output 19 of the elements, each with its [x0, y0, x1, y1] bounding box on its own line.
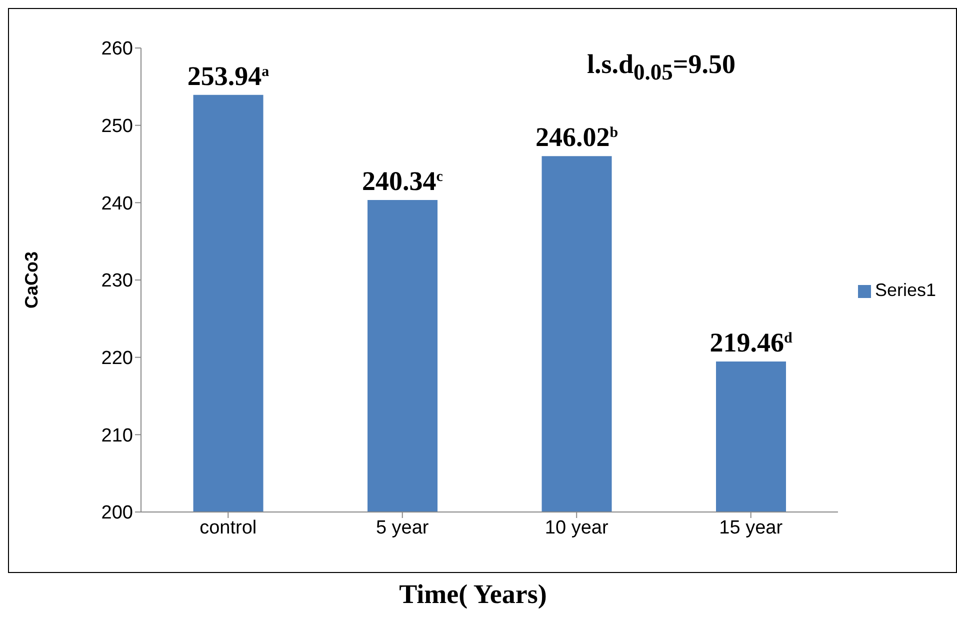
- x-tick-label: control: [200, 517, 257, 538]
- y-tick-label: 220: [101, 348, 133, 370]
- y-axis-title: CaCo3: [21, 251, 42, 309]
- data-label: 219.46$^{d}$: [710, 328, 793, 358]
- x-tick-label: 15 year: [719, 517, 784, 538]
- x-axis-title: Time( Years): [398, 579, 548, 610]
- annotation: l.s.d$_{0.05}$=9.50: [587, 49, 736, 86]
- x-tick-label: 10 year: [544, 517, 609, 538]
- data-label: 240.34$^{c}$: [362, 166, 444, 196]
- data-label: 246.02$^{b}$: [535, 122, 618, 152]
- y-tick-label: 200: [101, 502, 133, 524]
- x-tick-label: 5 year: [376, 517, 430, 538]
- y-tick-label: 240: [101, 193, 133, 214]
- legend-label: Series1: [874, 280, 936, 300]
- y-tick-label: 250: [101, 116, 133, 138]
- y-tick-label: 210: [101, 425, 133, 446]
- y-tick-label: 260: [101, 38, 133, 60]
- data-label: 253.94$^{a}$: [187, 60, 270, 91]
- y-tick-label: 230: [101, 270, 133, 292]
